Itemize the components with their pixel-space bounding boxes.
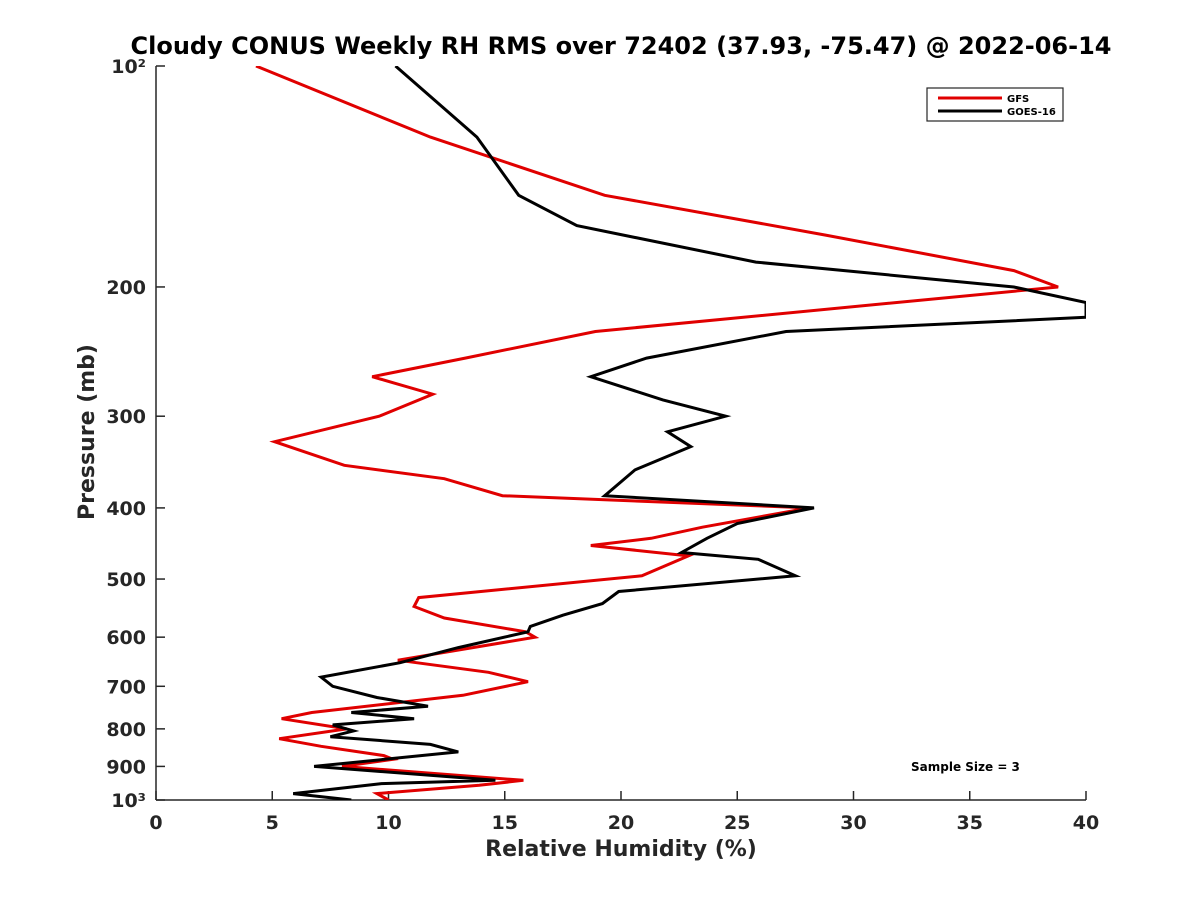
x-tick-label: 25 bbox=[724, 812, 750, 834]
x-tick-label: 30 bbox=[840, 812, 866, 834]
legend: GFS GOES-16 bbox=[926, 87, 1064, 122]
x-tick-label: 0 bbox=[149, 812, 162, 834]
y-tick-label: 300 bbox=[106, 406, 146, 428]
x-tick-label: 5 bbox=[266, 812, 279, 834]
y-tick-label: 800 bbox=[106, 719, 146, 741]
y-tick-label: 10² bbox=[111, 56, 146, 78]
x-tick-label: 10 bbox=[375, 812, 401, 834]
x-tick-label: 35 bbox=[957, 812, 983, 834]
chart-title: Cloudy CONUS Weekly RH RMS over 72402 (3… bbox=[131, 32, 1112, 60]
plot-area: 0 5 10 15 20 25 30 35 40 10² 200 300 400 500 600 700 800… bbox=[106, 56, 1099, 834]
legend-label: GOES-16 bbox=[1007, 107, 1056, 118]
x-tick-label: 15 bbox=[492, 812, 518, 834]
y-tick-label: 10³ bbox=[111, 790, 146, 812]
y-axis-label: Pressure (mb) bbox=[75, 344, 100, 520]
series-line-gfs bbox=[255, 66, 1059, 800]
legend-box bbox=[926, 87, 1064, 122]
y-tick-label: 200 bbox=[106, 277, 146, 299]
x-axis-label: Relative Humidity (%) bbox=[485, 837, 757, 862]
y-tick-label: 700 bbox=[106, 676, 146, 698]
y-tick-label: 500 bbox=[106, 569, 146, 591]
x-tick-label: 20 bbox=[608, 812, 634, 834]
y-tick-label: 600 bbox=[106, 627, 146, 649]
legend-label: GFS bbox=[1007, 94, 1029, 105]
sample-size-annotation: Sample Size = 3 bbox=[911, 760, 1020, 774]
y-tick-label: 900 bbox=[106, 756, 146, 778]
x-tick-label: 40 bbox=[1073, 812, 1099, 834]
series-line-goes-16 bbox=[293, 66, 1086, 800]
y-tick-label: 400 bbox=[106, 498, 146, 520]
